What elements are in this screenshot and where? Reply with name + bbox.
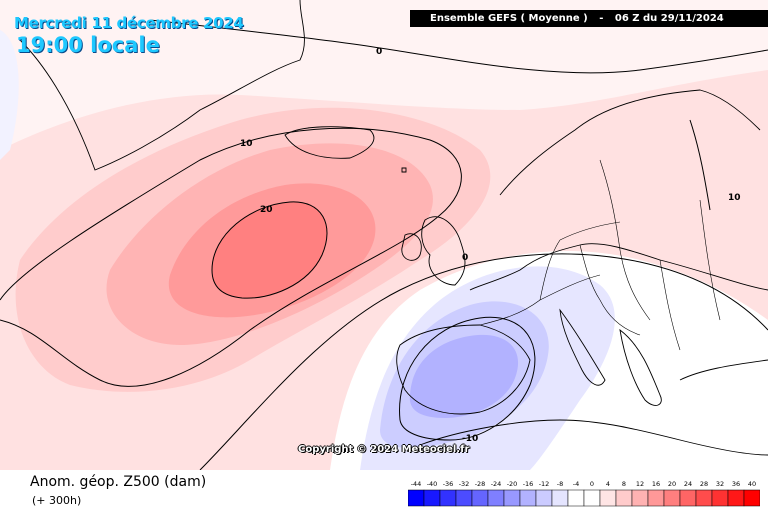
italy-coast [559, 308, 606, 386]
scale-tick-label: -44 [411, 480, 422, 488]
contour-label: 0 [376, 47, 382, 57]
scale-swatch [551, 489, 569, 507]
scale-tick-label: 16 [652, 480, 660, 488]
scale-tick-label: 32 [716, 480, 724, 488]
scale-tick-label: -28 [475, 480, 486, 488]
color-scale: -44 -40 -36 -32 -28 -24 -20 -16 -12 -8 -4 0 4 8 12 16 20… [408, 480, 760, 507]
scale-swatch [519, 489, 537, 507]
scale-swatch [535, 489, 553, 507]
scale-tick-label: 4 [606, 480, 610, 488]
ireland [401, 233, 422, 261]
scale-swatch [408, 489, 425, 507]
scale-tick-label: 24 [684, 480, 692, 488]
border-line [599, 159, 621, 251]
model-run: 06 Z du 29/11/2024 [614, 13, 724, 24]
model-run-bar: Ensemble GEFS ( Moyenne ) - 06 Z du 29/1… [410, 10, 768, 27]
scale-swatch [679, 489, 697, 507]
model-name: Ensemble GEFS ( Moyenne ) [430, 13, 588, 24]
contour-zero-north [149, 19, 768, 74]
scale-tick-label: -36 [443, 480, 454, 488]
border-line [699, 199, 721, 321]
contour-ten [0, 127, 462, 387]
contour-minus-ten [399, 316, 536, 441]
europe-coast [469, 243, 768, 291]
scale-tick-label: 0 [590, 480, 594, 488]
scale-swatch [615, 489, 633, 507]
scale-swatch [695, 489, 713, 507]
contour-zero-south [199, 253, 768, 470]
scale-tick-label: 36 [732, 480, 740, 488]
scale-swatch [583, 489, 601, 507]
scale-tick-label: 20 [668, 480, 676, 488]
copyright-notice: Copyright © 2024 Meteociel.fr [298, 444, 470, 455]
contour-label: 10 [240, 139, 253, 149]
scale-swatch [455, 489, 473, 507]
iberia-coast [396, 324, 531, 415]
border-line [579, 244, 641, 336]
scale-swatch [423, 489, 441, 507]
scale-tick-label: -20 [507, 480, 518, 488]
border-line [539, 239, 561, 301]
scale-tick-label: -4 [573, 480, 579, 488]
contour-twenty [211, 201, 328, 299]
scale-swatch [599, 489, 617, 507]
scale-swatch [567, 489, 585, 507]
scale-swatch [631, 489, 649, 507]
border-line [619, 249, 651, 321]
scale-tick-label: -32 [459, 480, 470, 488]
scale-tick-label: 28 [700, 480, 708, 488]
scale-swatch [711, 489, 729, 507]
forecast-date: Mercredi 11 décembre 2024 [14, 14, 244, 32]
scale-swatch [503, 489, 521, 507]
scale-swatch [727, 489, 745, 507]
coastlines [19, 0, 768, 456]
scale-tick-label: 8 [622, 480, 626, 488]
scale-swatch [471, 489, 489, 507]
contour-label: 0 [462, 253, 468, 263]
contour-label: -10 [462, 434, 478, 444]
scale-tick-label: -16 [523, 480, 534, 488]
anomaly-zone-negative-10 [409, 334, 519, 418]
scale-swatch [663, 489, 681, 507]
border-line [559, 221, 621, 241]
scale-swatch [647, 489, 665, 507]
anomaly-map: 0 10 20 0 10 -10 [0, 0, 768, 470]
north-africa-coast [419, 419, 768, 456]
scale-swatch [743, 489, 760, 507]
iceland-coast [284, 126, 375, 159]
contour-label: 10 [728, 193, 741, 203]
model-separator: - [599, 13, 604, 24]
contour-ten-east [689, 119, 711, 211]
legend-title: Anom. géop. Z500 (dam) [30, 474, 207, 490]
british-isles [421, 216, 466, 286]
forecast-time: 19:00 locale [16, 33, 160, 57]
scale-tick-label: -12 [539, 480, 550, 488]
scandinavia-coast [499, 89, 761, 196]
balkans-greece [619, 328, 662, 406]
faroe-islands [401, 167, 407, 173]
contour-lines [0, 19, 768, 470]
scale-tick-label: 40 [748, 480, 756, 488]
scale-tick-label: -40 [427, 480, 438, 488]
anomaly-zone-positive-20 [212, 201, 327, 299]
border-line [659, 259, 681, 351]
anomaly-zone-negative-east [0, 30, 19, 160]
country-borders [479, 159, 721, 351]
greenland-coast [19, 0, 305, 171]
contour-label: 20 [260, 205, 273, 215]
forecast-hour: (+ 300h) [32, 494, 82, 507]
scale-swatch [487, 489, 505, 507]
scale-tick-label: -24 [491, 480, 502, 488]
scale-tick-label: 12 [636, 480, 644, 488]
scale-swatch [439, 489, 457, 507]
scale-tick-label: -8 [557, 480, 563, 488]
turkey-coast [679, 359, 768, 381]
